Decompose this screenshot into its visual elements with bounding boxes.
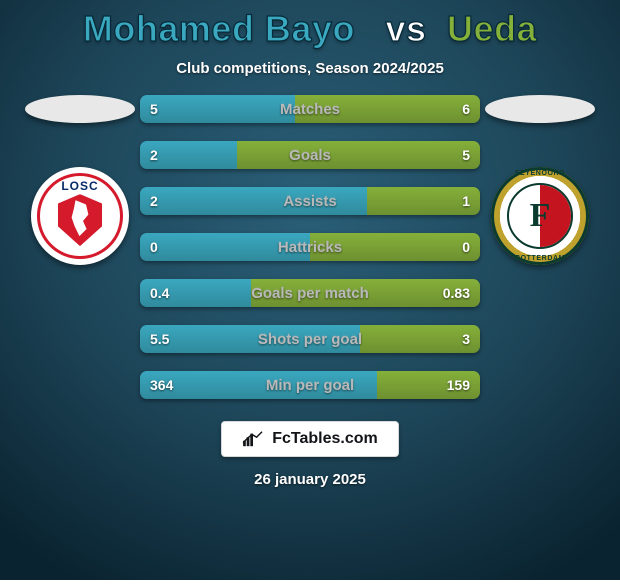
stat-value-left: 0.4 [140, 279, 179, 307]
right-side: FEYENOORD F ROTTERDAM [480, 95, 600, 265]
stat-value-right: 0 [452, 233, 480, 261]
stat-bar-base [140, 95, 480, 123]
stat-value-left: 5.5 [140, 325, 179, 353]
stat-value-right: 3 [452, 325, 480, 353]
stat-bar-right [237, 141, 480, 169]
subtitle: Club competitions, Season 2024/2025 [176, 60, 444, 77]
stat-bar-base [140, 233, 480, 261]
stat-bar-base [140, 279, 480, 307]
title-vs: vs [385, 8, 426, 49]
stat-value-left: 2 [140, 141, 168, 169]
stat-bar-base [140, 141, 480, 169]
stat-bar-base [140, 371, 480, 399]
stat-value-right: 159 [437, 371, 480, 399]
badge-arc-bottom: ROTTERDAM [491, 255, 589, 262]
stat-row: Shots per goal5.53 [140, 325, 480, 353]
footer-brand-box[interactable]: FcTables.com [221, 421, 399, 457]
stat-value-right: 5 [452, 141, 480, 169]
player-photo-placeholder-right [485, 95, 595, 123]
stat-row: Min per goal364159 [140, 371, 480, 399]
stat-value-right: 0.83 [433, 279, 480, 307]
badge-letter: F [530, 197, 551, 235]
footer-date: 26 january 2025 [254, 471, 366, 488]
club-badge-right: FEYENOORD F ROTTERDAM [491, 167, 589, 265]
comparison-bars: Matches56Goals25Assists21Hattricks00Goal… [140, 95, 480, 399]
main-row: LOSC Matches56Goals25Assists21Hattricks0… [0, 95, 620, 399]
brand-logo-icon [242, 430, 264, 448]
stat-row: Assists21 [140, 187, 480, 215]
stat-bar-base [140, 187, 480, 215]
page-title: Mohamed Bayo vs Ueda [83, 8, 537, 50]
title-player1: Mohamed Bayo [83, 8, 355, 49]
stat-row: Goals25 [140, 141, 480, 169]
stat-row: Matches56 [140, 95, 480, 123]
stat-bar-left [140, 187, 367, 215]
player-photo-placeholder-left [25, 95, 135, 123]
stat-row: Goals per match0.40.83 [140, 279, 480, 307]
content-root: Mohamed Bayo vs Ueda Club competitions, … [0, 0, 620, 580]
stat-row: Hattricks00 [140, 233, 480, 261]
stat-value-left: 2 [140, 187, 168, 215]
stat-value-left: 364 [140, 371, 183, 399]
badge-arc-top: FEYENOORD [491, 170, 589, 177]
stat-bar-base [140, 325, 480, 353]
footer-brand-text: FcTables.com [272, 430, 378, 448]
stat-value-right: 6 [452, 95, 480, 123]
stat-value-left: 0 [140, 233, 168, 261]
stat-value-right: 1 [452, 187, 480, 215]
badge-left-text: LOSC [31, 179, 129, 193]
title-player2: Ueda [447, 8, 537, 49]
left-side: LOSC [20, 95, 140, 265]
club-badge-left: LOSC [31, 167, 129, 265]
stat-value-left: 5 [140, 95, 168, 123]
